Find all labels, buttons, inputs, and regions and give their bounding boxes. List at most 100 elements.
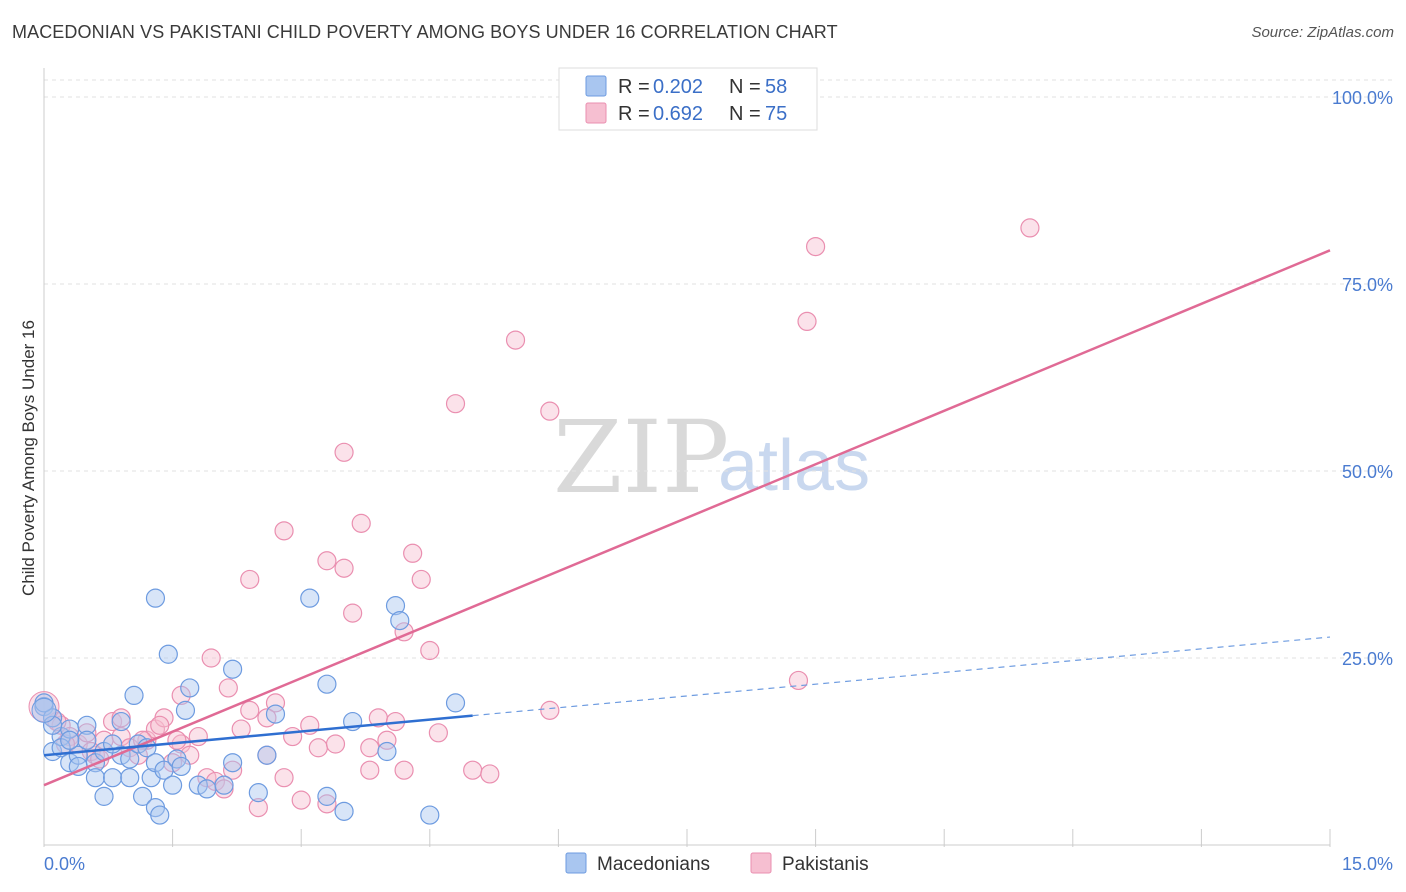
bottom-legend-macedonians: Macedonians	[597, 854, 710, 875]
pakistanis-point-24	[240, 700, 260, 720]
macedonians-point-22	[132, 786, 153, 806]
macedonians-point-43	[265, 704, 286, 724]
pakistanis-point-62	[805, 237, 826, 257]
legend-r-label-2: R =	[618, 103, 650, 125]
macedonians-point-34	[175, 700, 196, 720]
y-tick-label-50: 50.0%	[1342, 462, 1393, 482]
pakistanis-point-58	[218, 678, 238, 698]
pakistanis-point-18	[188, 726, 208, 747]
macedonians-point-27	[145, 588, 166, 608]
macedonians-trend-extension	[472, 636, 1331, 717]
pakistanis-point-61	[797, 311, 817, 331]
macedonians-point-15	[102, 768, 123, 788]
pakistanis-point-27	[265, 693, 286, 713]
pakistanis-point-44	[411, 569, 431, 590]
macedonians-point-50	[385, 596, 406, 616]
legend-swatch-pink	[585, 102, 607, 124]
macedonians-point-12	[85, 768, 106, 788]
macedonians-point-9	[77, 715, 97, 735]
legend-n-label-1: N =	[729, 76, 761, 98]
legend-n-value-2: 75	[765, 103, 787, 125]
y-tick-label-25: 25.0%	[1342, 649, 1393, 669]
macedonians-point-52	[420, 805, 440, 825]
pakistanis-point-33	[317, 551, 337, 571]
macedonians-point-28	[150, 805, 170, 825]
pakistanis-point-25	[248, 797, 268, 818]
source-credit: Source: ZipAtlas.com	[1251, 24, 1394, 41]
pakistanis-point-40	[377, 730, 397, 750]
y-tick-labels: 100.0% 75.0% 50.0% 25.0%	[1332, 88, 1393, 669]
macedonians-point-41	[248, 783, 268, 803]
pakistanis-point-49	[480, 764, 500, 784]
pakistanis-point-28	[274, 768, 294, 788]
pakistanis-point-48	[463, 760, 483, 780]
pakistanis-point-43	[403, 543, 423, 563]
macedonians-point-38	[214, 775, 234, 795]
x-tick-label-max: 15.0%	[1342, 854, 1393, 874]
bottom-legend-pakistanis: Pakistanis	[782, 854, 869, 875]
pakistanis-point-73	[360, 738, 380, 758]
bottom-swatch-macedonians	[565, 852, 587, 874]
pakistanis-point-30	[291, 790, 311, 810]
pakistanis-point-45	[420, 640, 440, 661]
chart-title: MACEDONIAN VS PAKISTANI CHILD POVERTY AM…	[12, 22, 838, 42]
pakistanis-point-50	[505, 330, 526, 350]
macedonians-point-51	[390, 610, 410, 631]
macedonians-point-35	[180, 678, 200, 698]
pakistanis-point-36	[343, 603, 363, 623]
pakistanis-point-42	[394, 760, 414, 780]
macedonians-points	[31, 588, 466, 825]
watermark-zip: ZIP	[553, 399, 729, 516]
pakistanis-point-29	[283, 726, 303, 747]
macedonians-point-56	[60, 730, 80, 750]
pakistanis-point-53	[240, 569, 260, 590]
macedonians-point-14	[94, 786, 114, 806]
x-tick-label-min: 0.0%	[44, 854, 85, 874]
legend-r-value-2: 0.692	[653, 103, 703, 125]
macedonians-cluster-point	[31, 697, 57, 723]
legend-r-label-1: R =	[618, 76, 650, 98]
pakistanis-point-46	[428, 723, 448, 743]
pakistanis-point-22	[223, 760, 243, 780]
legend-n-value-1: 58	[765, 76, 787, 98]
watermark-atlas: atlas	[718, 426, 870, 506]
pakistanis-point-72	[317, 794, 337, 814]
legend-n-label-2: N =	[729, 103, 761, 125]
pakistanis-point-63	[1020, 218, 1040, 238]
pakistanis-point-55	[334, 442, 354, 462]
macedonians-point-18	[120, 768, 140, 788]
macedonians-point-42	[257, 745, 277, 765]
correlation-legend: R = 0.202 N = 58 R = 0.692 N = 75	[558, 67, 818, 131]
series-legend: Macedonians Pakistanis	[565, 852, 869, 875]
macedonians-point-40	[223, 659, 243, 679]
y-tick-label-75: 75.0%	[1342, 275, 1393, 295]
pakistanis-points	[28, 218, 1040, 818]
y-axis-label: Child Poverty Among Boys Under 16	[19, 320, 38, 596]
macedonians-point-45	[317, 786, 337, 806]
pakistanis-point-37	[351, 513, 371, 533]
bottom-swatch-pakistanis	[750, 852, 772, 874]
macedonians-point-47	[334, 801, 354, 821]
y-tick-label-100: 100.0%	[1332, 88, 1393, 108]
trend-lines	[43, 249, 1331, 787]
macedonians-trend-line	[43, 714, 473, 757]
pakistanis-point-34	[325, 734, 346, 754]
macedonians-point-53	[445, 693, 466, 713]
macedonians-point-30	[158, 644, 178, 664]
macedonians-point-39	[223, 753, 243, 773]
macedonians-point-31	[163, 775, 183, 795]
macedonians-point-44	[300, 588, 320, 608]
pakistanis-point-54	[274, 521, 294, 541]
legend-r-value-1: 0.202	[653, 76, 703, 98]
pakistanis-point-52	[540, 700, 560, 720]
pakistanis-point-71	[167, 730, 187, 750]
x-ticks	[43, 829, 1331, 847]
pakistanis-point-70	[150, 715, 170, 735]
pakistanis-point-51	[540, 401, 560, 421]
macedonians-point-46	[317, 674, 337, 694]
pakistanis-point-57	[201, 648, 221, 668]
macedonians-point-49	[377, 741, 397, 762]
pakistanis-point-38	[360, 760, 380, 780]
macedonians-point-10	[77, 730, 97, 750]
